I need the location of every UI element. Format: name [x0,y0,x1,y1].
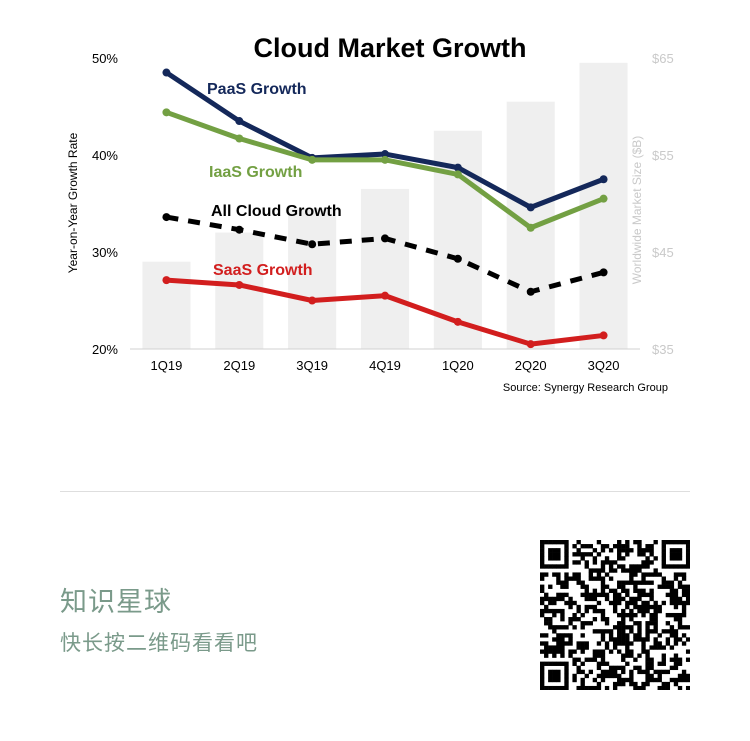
series-marker [526,340,535,349]
market-size-bar [288,208,337,349]
series-marker [308,155,317,164]
footer-title: 知识星球 [60,587,172,618]
series-marker [235,225,244,234]
series-marker [235,117,244,126]
divider [60,491,690,492]
series-marker [599,194,608,203]
series-marker [453,163,462,172]
series-marker [453,254,462,263]
x-tick-label: 1Q19 [151,358,183,373]
qr-code-icon[interactable] [540,540,690,690]
series-marker [453,317,462,326]
series-marker [235,134,244,143]
footer-subtitle: 快长按二维码看看吧 [60,631,258,655]
market-size-bar [360,188,410,349]
y-tick-label: 50% [92,51,118,66]
series-label: SaaS Growth [213,262,313,279]
series-marker [308,296,317,305]
y-tick-label: 30% [92,245,118,260]
series-marker [453,170,462,179]
y2-tick-label: $45 [652,245,674,260]
series-marker [381,291,389,300]
y-axis-title: Year-on-Year Growth Rate [66,132,80,273]
y-tick-label: 20% [92,342,118,357]
series-marker [235,280,244,289]
series-marker [526,203,535,212]
x-tick-label: 2Q20 [515,358,547,373]
y2-axis-title: Worldwide Market Size ($B) [630,136,644,285]
series-marker [308,240,317,249]
x-tick-label: 2Q19 [223,358,255,373]
series-marker [162,276,171,285]
series-label: PaaS Growth [207,81,307,98]
series-marker [162,108,171,117]
x-tick-label: 3Q19 [296,358,328,373]
source-label: Source: Synergy Research Group [503,382,668,394]
series-marker [526,223,535,232]
y2-tick-label: $65 [652,51,674,66]
y2-tick-label: $55 [652,148,674,163]
x-tick-label: 4Q19 [369,358,401,373]
series-marker [381,150,389,159]
series-marker [162,213,171,222]
series-marker [162,68,171,77]
market-size-bar [142,261,191,349]
x-tick-label: 1Q20 [442,358,474,373]
series-marker [599,268,608,277]
chart: 20% 30% 40% 50% $35 $45 $55 $65 Year-on-Year Gro… [66,33,674,394]
y-tick-label: 40% [92,148,118,163]
series-marker [599,331,608,340]
chart-title: Cloud Market Growth [253,33,526,63]
series-marker [526,287,535,296]
x-tick-label: 3Q20 [588,358,620,373]
series-label: All Cloud Growth [211,203,342,220]
series-label: IaaS Growth [209,164,302,181]
series-marker [381,234,389,243]
series-marker [599,175,608,184]
y2-tick-label: $35 [652,342,674,357]
series-marker [381,155,389,164]
